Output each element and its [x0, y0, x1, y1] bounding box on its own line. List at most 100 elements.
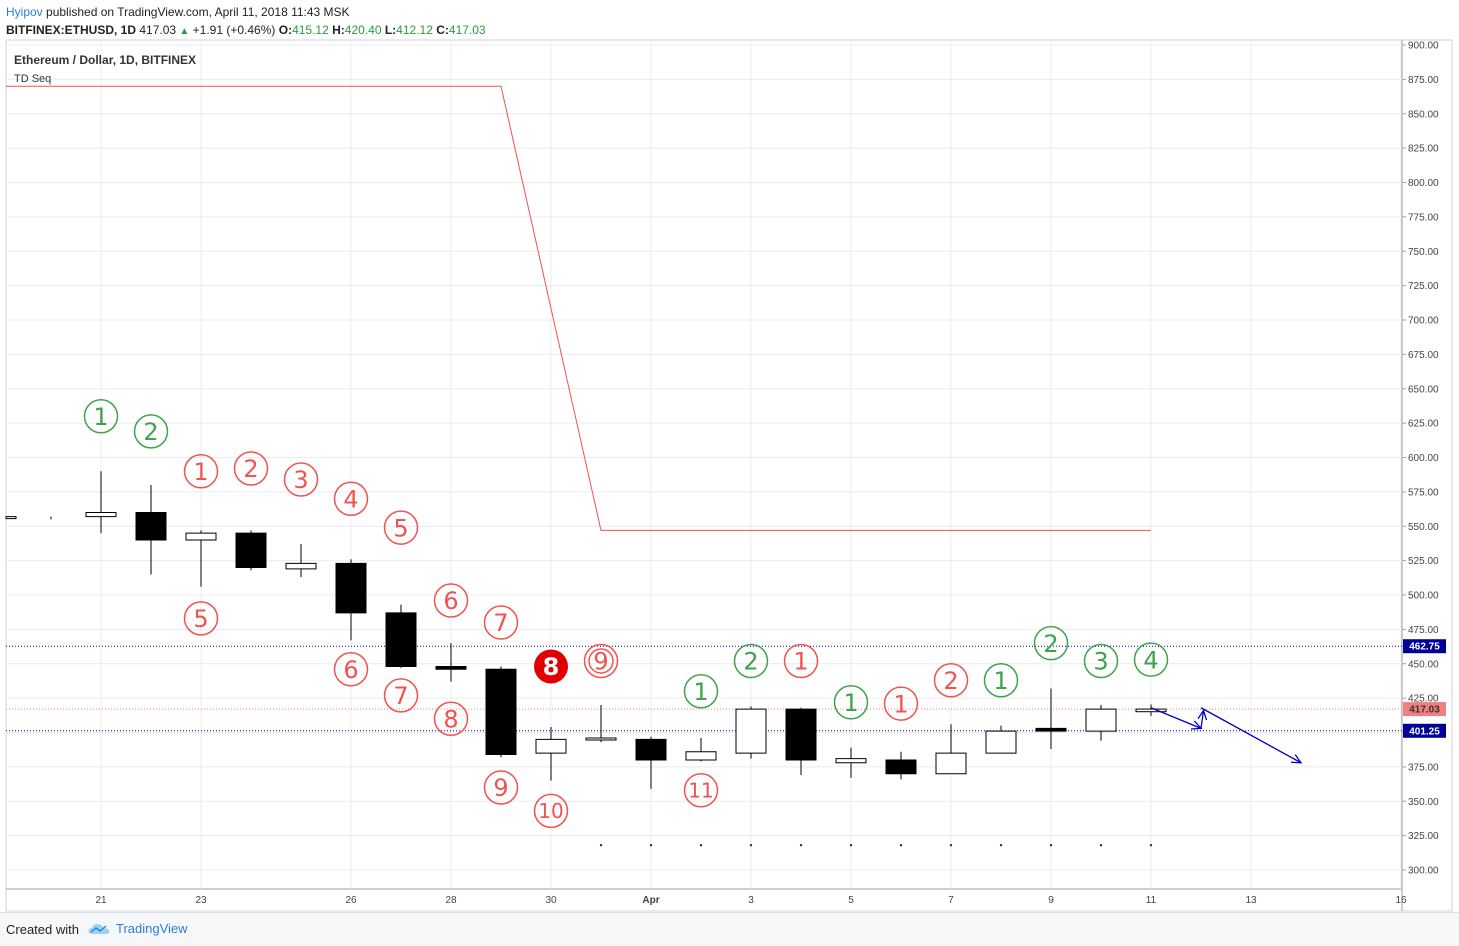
td-circle — [733, 643, 769, 679]
x-tick-label: 23 — [195, 895, 207, 906]
td-dot — [849, 844, 853, 847]
forecast-arrow[interactable] — [1200, 707, 1303, 764]
candle — [985, 725, 1017, 754]
td-label: 4 — [1133, 642, 1169, 677]
td-number: 4 — [1143, 646, 1158, 674]
x-tick-label: 30 — [545, 895, 557, 906]
td-label: 6 — [333, 652, 369, 687]
indicator-label[interactable]: TD Seq — [14, 73, 51, 85]
candle-body-up — [285, 562, 317, 570]
author-link[interactable]: Hyipov — [6, 5, 43, 19]
forecast-arrow[interactable] — [1197, 709, 1208, 729]
footer: Created with TradingView — [0, 912, 1459, 946]
td-circle — [983, 663, 1019, 698]
price-axis[interactable]: 300.00325.00350.00375.00400.00425.00450.… — [1402, 41, 1439, 877]
td-label: 1 — [883, 686, 919, 721]
td-number: 2 — [1043, 630, 1058, 658]
td-number: 1 — [893, 690, 908, 718]
y-tick-label: 875.00 — [1408, 75, 1439, 86]
candle-body-down — [335, 562, 367, 614]
time-axis[interactable]: 21 23 26 28 30 Apr 3 5 7 9 11 13 16 — [95, 895, 1407, 906]
y-tick-label: 800.00 — [1408, 178, 1439, 189]
close-value: 417.03 — [448, 23, 486, 37]
candle-body-up — [1085, 708, 1117, 732]
td-label: 2 — [133, 414, 169, 449]
candle-body-up — [735, 708, 767, 754]
tradingview-link[interactable]: TradingView — [88, 921, 188, 936]
td-number: 3 — [1093, 648, 1108, 676]
td-number: 10 — [538, 799, 563, 823]
candle-body-up — [1135, 708, 1167, 713]
tradingview-cloud-icon — [88, 924, 110, 934]
td-circle — [233, 451, 269, 486]
x-tick-label: 11 — [1146, 895, 1157, 906]
x-tick-label: Apr — [642, 895, 659, 906]
td-number: 2 — [143, 418, 158, 446]
x-tick-label: 5 — [848, 895, 854, 906]
candle-body-up — [585, 737, 617, 741]
td-circle — [683, 773, 719, 808]
td-number: 2 — [743, 648, 758, 676]
candle — [285, 544, 317, 578]
x-tick-label: 16 — [1395, 895, 1407, 906]
candle — [735, 706, 767, 759]
td-label: 1 — [783, 643, 819, 679]
td-label: 5 — [183, 601, 219, 636]
td-circle — [283, 462, 319, 497]
td-dot — [599, 844, 603, 847]
td-dot — [949, 844, 953, 847]
y-tick-label: 850.00 — [1408, 109, 1439, 120]
td-number: 11 — [688, 778, 713, 802]
td-number: 8 — [443, 705, 458, 733]
publish-line: Hyipov published on TradingView.com, Apr… — [6, 3, 486, 21]
candle — [485, 666, 517, 758]
td-label: 7 — [383, 678, 419, 713]
td-circle — [683, 674, 719, 709]
y-tick-label: 575.00 — [1408, 487, 1439, 498]
td-circle — [183, 454, 219, 489]
price-label-box — [1403, 723, 1446, 738]
td-circle — [333, 652, 369, 687]
forecast-arrow[interactable] — [1150, 707, 1203, 730]
td-dot — [1149, 844, 1153, 847]
td-dot — [1049, 844, 1053, 847]
td-number: 1 — [843, 689, 858, 717]
up-arrow-icon: ▲ — [179, 26, 190, 37]
arrow-head — [1197, 709, 1208, 721]
y-tick-label: 825.00 — [1408, 144, 1439, 155]
td-number: 6 — [443, 587, 458, 615]
candle — [935, 724, 967, 775]
td-label: 1 — [183, 454, 219, 489]
candle — [885, 751, 917, 780]
y-tick-label: 725.00 — [1408, 281, 1439, 292]
td-label: 11 — [683, 773, 719, 808]
td-number: 2 — [243, 455, 258, 483]
y-tick-label: 500.00 — [1408, 591, 1439, 602]
forecast-arrows[interactable] — [1150, 707, 1303, 764]
arrow-shaft — [1200, 707, 1302, 764]
candle — [1085, 705, 1117, 741]
td-label: 9 — [483, 770, 519, 805]
td-label: 1 — [683, 674, 719, 709]
low-label: L: — [384, 23, 397, 37]
td-circle — [383, 510, 419, 545]
td-label: 1 — [833, 685, 869, 720]
candle-body-down — [385, 612, 417, 667]
td-number: 1 — [193, 458, 208, 486]
y-tick-label: 375.00 — [1408, 762, 1439, 773]
td-number: 8 — [543, 653, 560, 681]
td-label: 8 — [433, 701, 469, 736]
price-chart[interactable]: Ethereum / Dollar, 1D, BITFINEX TD Seq 3… — [0, 0, 1459, 912]
y-tick-label: 775.00 — [1408, 212, 1439, 223]
td-label: 8 — [534, 649, 568, 684]
x-tick-label: 21 — [95, 895, 107, 906]
td-number: 7 — [393, 682, 408, 710]
open-value: 415.12 — [292, 23, 329, 37]
symbol-name[interactable]: BITFINEX:ETHUSD, 1D — [6, 23, 137, 37]
y-tick-label: 450.00 — [1408, 659, 1439, 670]
candle-body-down — [485, 668, 517, 755]
td-circle — [383, 678, 419, 713]
y-tick-label: 675.00 — [1408, 350, 1439, 361]
y-tick-label: 650.00 — [1408, 384, 1439, 395]
high-label: H: — [332, 23, 345, 37]
